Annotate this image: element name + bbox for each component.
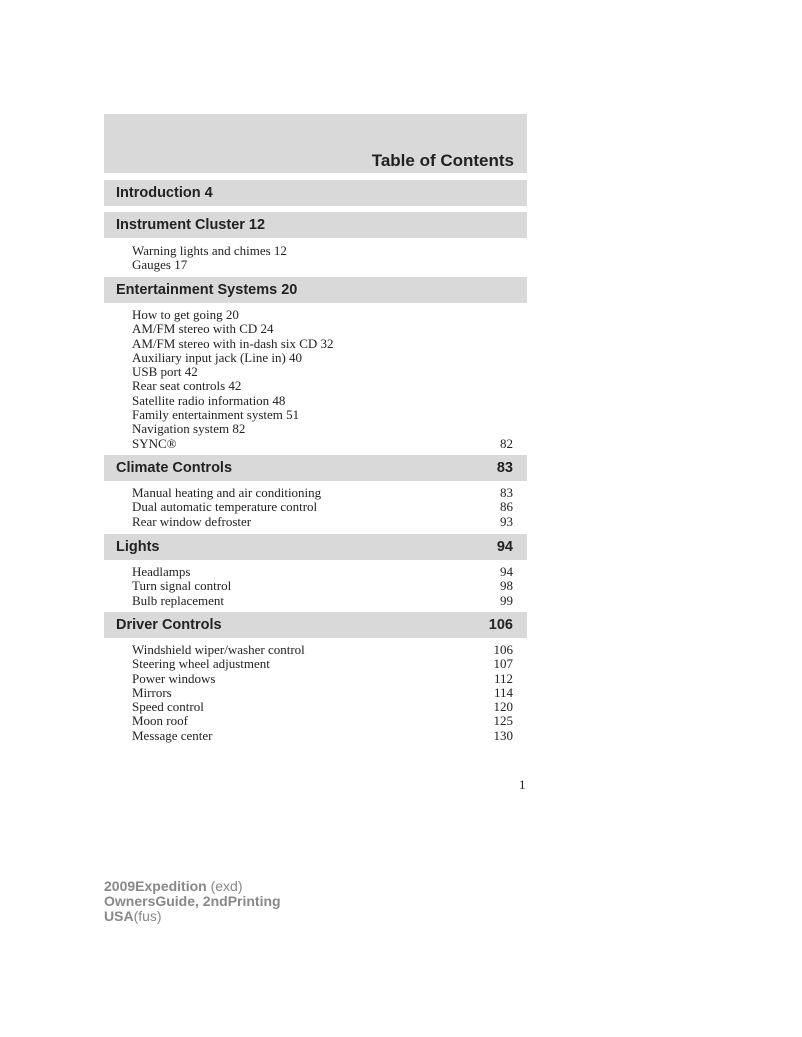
toc-entry[interactable]: Moon roof 125	[132, 713, 514, 729]
entry-label: Speed control	[132, 699, 204, 715]
toc-entry[interactable]: Windshield wiper/washer control 106	[132, 642, 514, 657]
toc-entry[interactable]: Navigation system 82	[132, 421, 513, 437]
section-title: Entertainment Systems 20	[116, 282, 298, 298]
entry-label: Warning lights and chimes 12	[132, 243, 287, 258]
entry-page: 114	[493, 684, 513, 700]
section-entries: Headlamps 94 Turn signal control 98 Bulb rep…	[132, 564, 513, 608]
toc-entry[interactable]: Manual heating and air conditioning 83	[132, 485, 513, 500]
section-page: 94	[496, 539, 513, 555]
section-entries: Manual heating and air conditioning 83 Dua…	[132, 485, 513, 529]
section-heading[interactable]: Lights 94	[104, 534, 527, 560]
section-heading[interactable]: Driver Controls 106	[104, 612, 527, 638]
entry-page: 130	[493, 727, 514, 743]
entry-label: Steering wheel adjustment	[132, 656, 270, 672]
toc-entry[interactable]: Family entertainment system 51	[132, 407, 513, 423]
section-heading[interactable]: Entertainment Systems 20	[104, 277, 527, 303]
entry-page: 93	[500, 513, 513, 529]
footer-market: USA	[104, 908, 134, 924]
section-entries: Windshield wiper/washer control 106 Steeri…	[132, 642, 514, 743]
entry-label: How to get going 20	[132, 307, 239, 322]
footer: 2009Expedition (exd) OwnersGuide, 2ndPri…	[104, 879, 281, 924]
entry-label: Message center	[132, 727, 213, 743]
toc-entry[interactable]: AM/FM stereo with CD 24	[132, 321, 513, 337]
entry-label: Rear seat controls 42	[132, 378, 242, 394]
toc-entry[interactable]: Mirrors 114	[132, 684, 513, 700]
toc-entry[interactable]: Warning lights and chimes 12	[132, 243, 513, 258]
entry-label: USB port 42	[132, 364, 198, 380]
entry-page: 86	[500, 499, 513, 515]
toc-entry[interactable]: Auxiliary input jack (Line in) 40	[132, 349, 513, 365]
entry-label: Rear window defroster	[132, 513, 252, 529]
entry-label: Dual automatic temperature control	[132, 499, 318, 515]
entry-label: Power windows	[132, 670, 216, 686]
entry-page: 98	[500, 578, 513, 594]
entry-label: Gauges 17	[132, 257, 188, 273]
page-number: 1	[519, 777, 526, 792]
toc-entry[interactable]: How to get going 20	[132, 307, 513, 322]
section-heading[interactable]: Instrument Cluster 12	[104, 212, 527, 238]
toc-entry[interactable]: Gauges 17	[132, 257, 513, 273]
footer-market-code: (fus)	[133, 908, 162, 924]
section-heading[interactable]: Climate Controls 83	[104, 455, 527, 481]
entry-label: AM/FM stereo with CD 24	[132, 321, 274, 337]
section-title: Instrument Cluster 12	[116, 217, 266, 233]
entry-label: AM/FM stereo with in-dash six CD 32	[132, 335, 334, 351]
footer-model-code: (exd)	[210, 878, 243, 894]
entry-label: Headlamps	[132, 564, 191, 579]
entry-page: 107	[493, 656, 514, 672]
toc-entry[interactable]: Steering wheel adjustment 107	[132, 656, 514, 672]
section-page: 106	[488, 617, 513, 633]
entry-page: 82	[500, 435, 513, 451]
section-title: Climate Controls	[116, 460, 233, 476]
page-title: Table of Contents	[371, 151, 514, 170]
entry-label: Moon roof	[132, 713, 188, 729]
footer-model: 2009Expedition	[104, 878, 207, 894]
entry-page: 99	[500, 592, 513, 608]
toc-entry[interactable]: Bulb replacement 99	[132, 592, 513, 608]
toc-entry[interactable]: Satellite radio information 48	[132, 392, 513, 408]
toc-entry[interactable]: Power windows 112	[132, 670, 513, 686]
entry-page: 120	[493, 699, 514, 715]
section-title: Lights	[116, 539, 160, 555]
toc-entry[interactable]: Headlamps 94	[132, 564, 513, 579]
toc-entry[interactable]: USB port 42	[132, 364, 513, 380]
entry-page: 112	[493, 670, 513, 686]
footer-guide: OwnersGuide, 2ndPrinting	[104, 893, 281, 909]
toc-entry[interactable]: SYNC® 82	[132, 435, 513, 451]
entry-label: Satellite radio information 48	[132, 392, 286, 408]
entry-label: Family entertainment system 51	[132, 407, 300, 423]
entry-label: Windshield wiper/washer control	[132, 642, 305, 657]
section-entries: Warning lights and chimes 12 Gauges 17	[132, 243, 513, 273]
entry-label: Turn signal control	[132, 578, 232, 594]
toc-entry[interactable]: Message center 130	[132, 727, 514, 743]
toc-entry[interactable]: Rear window defroster 93	[132, 513, 513, 529]
entry-page: 106	[493, 642, 514, 657]
entry-label: Navigation system 82	[132, 421, 246, 437]
section-entries: How to get going 20 AM/FM stereo with CD …	[132, 307, 513, 451]
entry-page: 94	[500, 564, 513, 579]
entry-page: 83	[500, 485, 513, 500]
section-heading[interactable]: Introduction 4	[104, 180, 527, 206]
section-page: 83	[496, 460, 513, 476]
section-title: Driver Controls	[116, 617, 222, 633]
section-title: Introduction 4	[116, 185, 213, 201]
toc-entry[interactable]: Speed control 120	[132, 699, 514, 715]
entry-label: Bulb replacement	[132, 592, 225, 608]
toc-entry[interactable]: Turn signal control 98	[132, 578, 513, 594]
entry-label: Manual heating and air conditioning	[132, 485, 322, 500]
toc-entry[interactable]: AM/FM stereo with in-dash six CD 32	[132, 335, 513, 351]
toc-entry[interactable]: Dual automatic temperature control 86	[132, 499, 513, 515]
entry-label: Auxiliary input jack (Line in) 40	[132, 349, 303, 365]
toc-entry[interactable]: Rear seat controls 42	[132, 378, 513, 394]
entry-label: SYNC®	[132, 435, 177, 451]
toc-header: Table of Contents	[104, 114, 527, 173]
entry-label: Mirrors	[132, 684, 172, 700]
entry-page: 125	[493, 713, 514, 729]
